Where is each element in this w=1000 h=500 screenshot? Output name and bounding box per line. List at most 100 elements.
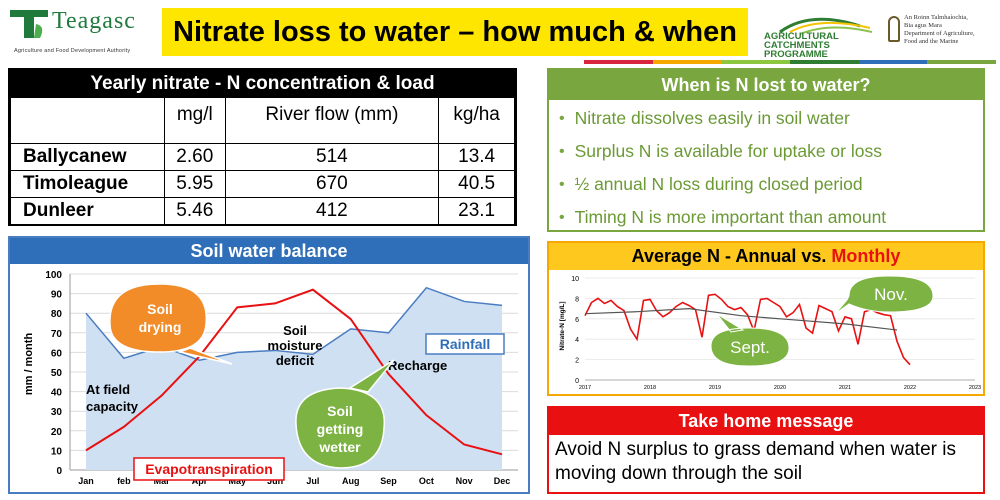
y-tick-label: 10 (571, 276, 579, 283)
average-n-title-prefix: Average N - Annual vs. (631, 246, 827, 266)
y-tick-label: 80 (51, 309, 63, 320)
x-tick-label: Sep (380, 476, 397, 486)
bullet-icon: • (559, 142, 565, 160)
x-tick-label: 2021 (839, 385, 851, 391)
acp-swoosh-icon (779, 17, 873, 35)
take-home-panel: Take home message Avoid N surplus to gra… (547, 406, 985, 494)
table-row: Ballycanew 2.60 514 13.4 (10, 143, 515, 171)
when-lost-list: • Nitrate dissolves easily in soil water … (549, 100, 983, 234)
table-header-row: mg/l River flow (mm) kg/ha (10, 97, 515, 144)
soil-drying-bubble-icon (109, 283, 233, 365)
y-tick-label: 50 (51, 368, 63, 379)
table-row: Dunleer 5.46 412 23.1 (10, 197, 515, 225)
rainfall-label: Rainfall (440, 336, 491, 352)
table-cell: 13.4 (438, 143, 515, 171)
table-cell: 514 (224, 143, 440, 171)
average-n-title: Average N - Annual vs. Monthly (549, 243, 983, 270)
table-header-cell: kg/ha (438, 97, 515, 144)
soil-water-title: Soil water balance (10, 238, 528, 264)
x-tick-label: Mar (154, 476, 171, 486)
x-tick-label: Jul (306, 476, 319, 486)
avg-marks (584, 293, 911, 366)
teagasc-logo: Teagasc Agriculture and Food Development… (6, 4, 156, 58)
soil-water-chart: 0 10 20 30 40 50 60 70 80 90 100 Jan feb Mar Apr May Jun… (23, 270, 518, 486)
table-cell: 5.46 (164, 197, 226, 225)
x-tick-label: 2022 (904, 385, 916, 391)
list-item: • Surplus N is available for uptake or lo… (559, 141, 882, 161)
table-cell: 40.5 (438, 170, 515, 198)
acp-logo-text: AGRICULTURAL CATCHMENTS PROGRAMME (764, 31, 839, 60)
brand-tagline: Agriculture and Food Development Authori… (14, 48, 131, 54)
x-tick-label: Nov (456, 476, 473, 486)
list-item: • Nitrate dissolves easily in soil water (559, 108, 850, 128)
when-lost-panel: When is N lost to water? • Nitrate dissol… (547, 68, 985, 232)
y-tick-label: 40 (51, 388, 63, 399)
x-tick-label: 2020 (774, 385, 786, 391)
y-tick-label: 8 (575, 296, 579, 303)
list-item: • Timing N is more important than amount (559, 207, 887, 227)
series-line-annual (584, 307, 898, 331)
list-item: • ½ annual N loss during closed period (559, 174, 863, 194)
take-home-body: Avoid N surplus to grass demand when wat… (555, 439, 956, 484)
when-lost-title: When is N lost to water? (549, 70, 983, 100)
y-tick-label: 2 (575, 358, 579, 365)
table-cell: 5.95 (164, 170, 226, 198)
nov-callout-label: Nov. (874, 285, 908, 304)
take-home-title: Take home message (549, 408, 983, 435)
y-tick-label: 10 (51, 446, 63, 457)
x-tick-label: Oct (419, 476, 434, 486)
evapotranspiration-legend-box (133, 457, 285, 481)
average-n-chart: 0 2 4 6 8 10 2017 2018 2019 2020 2021 2022 2023 Nitr… (559, 275, 981, 391)
x-tick-label: Jun (267, 476, 283, 486)
sept-callout-icon (710, 313, 790, 367)
nitrate-table-panel: Yearly nitrate - N concentration & load … (8, 68, 517, 226)
x-tick-label: 2018 (644, 385, 656, 391)
table-row: Timoleague 5.95 670 40.5 (10, 170, 515, 198)
bullet-icon: • (559, 175, 565, 193)
y-tick-label: 6 (575, 317, 579, 324)
series-line-evapotranspiration (85, 288, 503, 456)
series-line-monthly (584, 293, 911, 366)
y-tick-label: 0 (56, 466, 62, 477)
x-tick-label: 2017 (579, 385, 591, 391)
y-tick-label: 0 (575, 378, 579, 385)
x-tick-label: 2019 (709, 385, 721, 391)
table-cell: 23.1 (438, 197, 515, 225)
soil-getting-wetter-label: Soil getting wetter (317, 403, 364, 455)
x-tick-label: Jan (78, 476, 94, 486)
bullet-icon: • (559, 109, 565, 127)
recharge-label: Recharge (388, 358, 447, 373)
y-tick-label: 70 (51, 329, 63, 340)
table-cell: 2.60 (164, 143, 226, 171)
y-tick-label: 60 (51, 348, 63, 359)
bullet-icon: • (559, 208, 565, 226)
department-logo: An Roinn Talmhaíochta, Bia agus Mara Dep… (886, 10, 996, 56)
x-tick-label: 2023 (969, 385, 981, 391)
page-title: Nitrate loss to water – how much & when (162, 8, 748, 56)
table-header-cell: mg/l (164, 97, 226, 144)
at-field-capacity-label: At field capacity (86, 382, 139, 414)
x-tick-label: Apr (192, 476, 208, 486)
department-logo-text: An Roinn Talmhaíochta, Bia agus Mara Dep… (904, 14, 975, 45)
x-tick-label: Dec (494, 476, 511, 486)
soil-moisture-deficit-label: Soil moisture deficit (268, 323, 323, 368)
y-tick-label: 90 (51, 290, 63, 301)
acp-logo: AGRICULTURAL CATCHMENTS PROGRAMME (760, 12, 880, 59)
soil-y-axis-label: mm / month (23, 333, 35, 396)
soil-getting-wetter-bubble-icon (295, 359, 395, 469)
y-tick-label: 4 (575, 337, 579, 344)
table-cell: Ballycanew (10, 143, 165, 171)
table-header-cell (10, 97, 165, 144)
table-cell: Timoleague (10, 170, 165, 198)
soil-water-area (86, 287, 502, 470)
table-cell: 412 (224, 197, 440, 225)
nitrate-table: mg/l River flow (mm) kg/ha Ballycanew 2.… (10, 97, 515, 225)
harp-icon (888, 16, 900, 42)
table-cell: Dunleer (10, 197, 165, 225)
x-tick-label: Aug (342, 476, 360, 486)
evapotranspiration-label: Evapotranspiration (145, 461, 273, 477)
y-tick-label: 20 (51, 427, 63, 438)
nitrate-table-title: Yearly nitrate - N concentration & load (10, 70, 515, 97)
soil-water-panel: Soil water balance 0 10 20 30 40 50 60 70 80 90 10… (8, 236, 530, 494)
nov-callout-icon (834, 275, 934, 315)
